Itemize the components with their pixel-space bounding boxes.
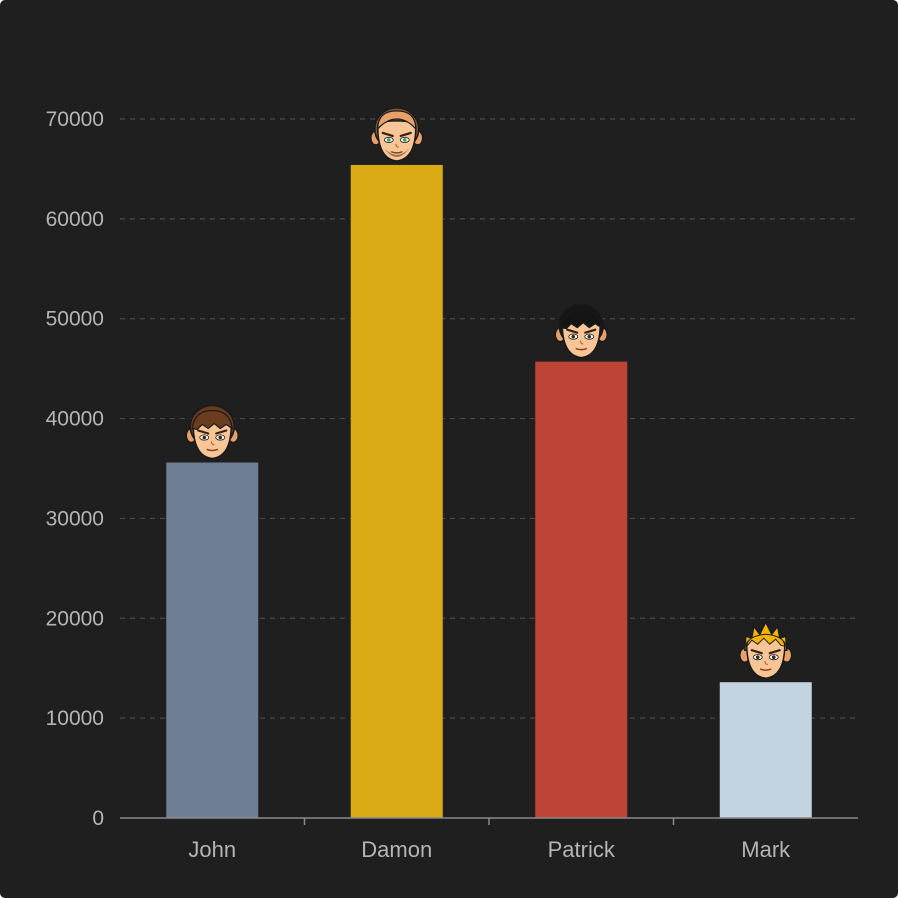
brown-hair-boy-avatar-icon (185, 404, 239, 460)
y-tick-label: 0 (92, 807, 104, 830)
y-axis-tick-labels: 0 10000 20000 30000 40000 50000 60000 70000 (46, 108, 104, 830)
x-category-label: John (188, 837, 236, 862)
bald-bearded-man-avatar-icon (370, 107, 424, 162)
bar-john[interactable] (166, 462, 259, 818)
x-category-label: Damon (361, 837, 432, 862)
blonde-spiky-boy-avatar-icon (739, 620, 793, 679)
x-category-label: Mark (741, 837, 791, 862)
y-tick-label: 70000 (46, 108, 104, 131)
black-hair-boy-avatar-icon (554, 303, 608, 359)
x-axis-category-labels: John Damon Patrick Mark (188, 837, 791, 862)
x-axis-ticks (303, 818, 675, 825)
y-tick-label: 40000 (46, 408, 104, 431)
y-tick-label: 30000 (46, 507, 104, 530)
avatar-markers (185, 107, 793, 679)
y-tick-label: 60000 (46, 208, 104, 231)
y-tick-label: 20000 (46, 607, 104, 630)
y-tick-label: 10000 (46, 707, 104, 730)
bar-patrick[interactable] (535, 361, 628, 818)
bar-damon[interactable] (350, 164, 443, 819)
bars (166, 164, 812, 819)
x-category-label: Patrick (548, 837, 616, 862)
bar-mark[interactable] (719, 682, 812, 818)
y-tick-label: 50000 (46, 308, 104, 331)
